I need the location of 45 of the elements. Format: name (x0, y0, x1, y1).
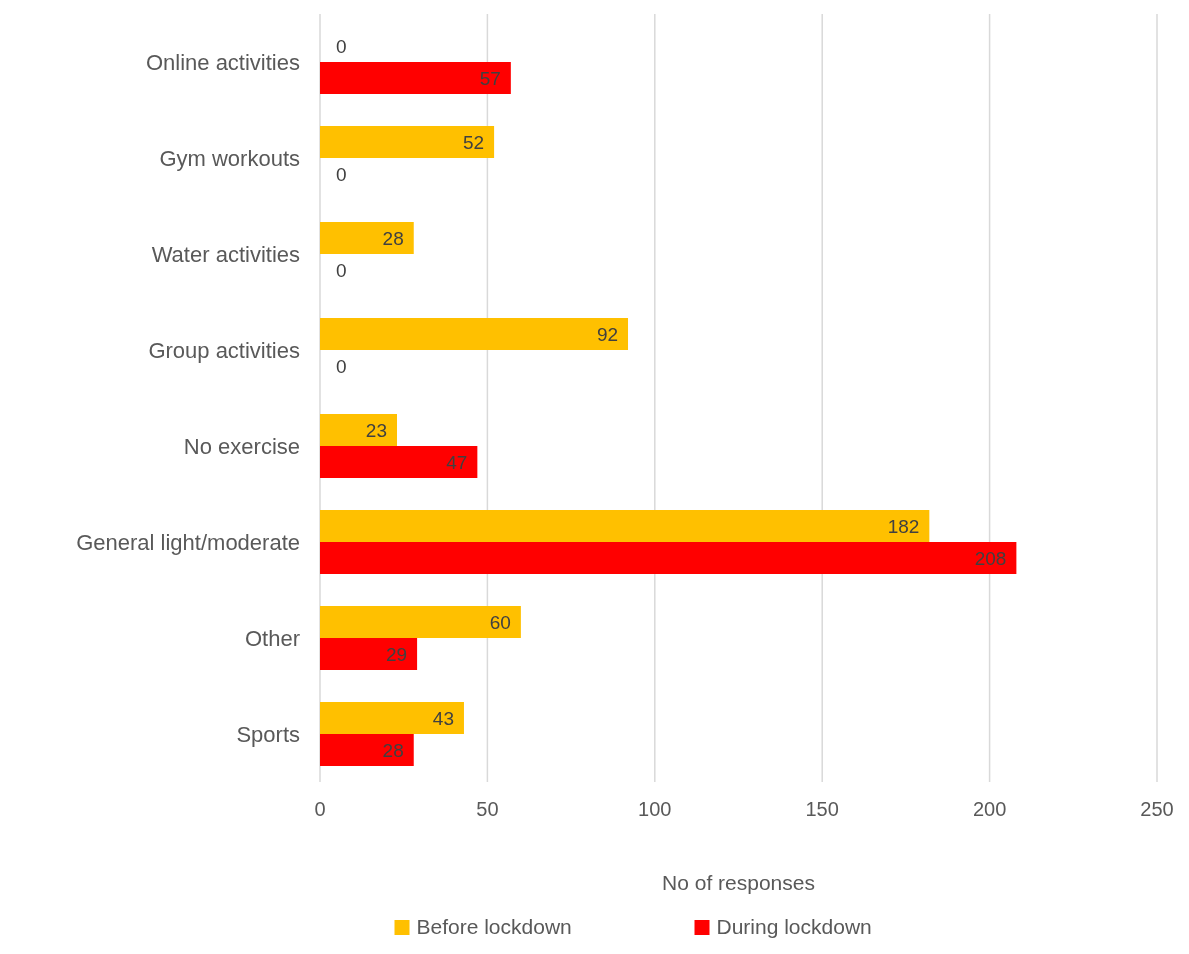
bar (320, 638, 418, 670)
y-tick-label: No exercise (183, 433, 300, 459)
bar (320, 606, 521, 638)
bar (320, 222, 414, 254)
data-label: 28 (382, 739, 404, 761)
data-label: 29 (385, 643, 408, 665)
bar (320, 446, 478, 478)
data-label: 208 (974, 547, 1007, 569)
data-label: 60 (489, 611, 511, 633)
y-tick-label: General light/moderate (76, 529, 300, 555)
data-label: 0 (336, 259, 347, 281)
bar (320, 414, 397, 446)
x-tick-label: 0 (314, 798, 326, 820)
data-label: 0 (336, 355, 347, 377)
x-tick-label: 100 (638, 798, 672, 820)
y-tick-label: Sports (236, 721, 300, 747)
bar (320, 702, 464, 734)
y-tick-label: Other (244, 625, 300, 651)
data-label: 47 (446, 451, 468, 473)
y-tick-label: Group activities (148, 337, 300, 363)
data-label: 0 (336, 163, 347, 185)
data-label: 182 (887, 515, 920, 537)
y-tick-label: Online activities (145, 49, 300, 75)
x-axis-title: No of responses (662, 871, 815, 894)
data-label: 43 (432, 707, 454, 729)
bar (320, 318, 629, 350)
x-tick-label: 250 (1140, 798, 1174, 820)
data-label: 52 (462, 131, 485, 153)
x-tick-label: 200 (972, 798, 1007, 820)
data-label: 23 (365, 419, 387, 441)
data-label: 92 (596, 323, 619, 345)
bar (320, 126, 495, 158)
data-label: 28 (382, 227, 404, 249)
bar (320, 510, 930, 542)
x-tick-label: 50 (476, 798, 499, 820)
data-label: 57 (479, 67, 501, 89)
bar (320, 542, 1017, 574)
x-tick-label: 150 (805, 798, 839, 820)
data-label: 0 (336, 35, 347, 57)
y-tick-label: Water activities (151, 241, 300, 267)
y-tick-label: Gym workouts (159, 145, 300, 171)
bar (320, 734, 414, 766)
legend-label: During lockdown (716, 915, 872, 938)
bar (320, 62, 511, 94)
legend-label: Before lockdown (416, 915, 572, 938)
